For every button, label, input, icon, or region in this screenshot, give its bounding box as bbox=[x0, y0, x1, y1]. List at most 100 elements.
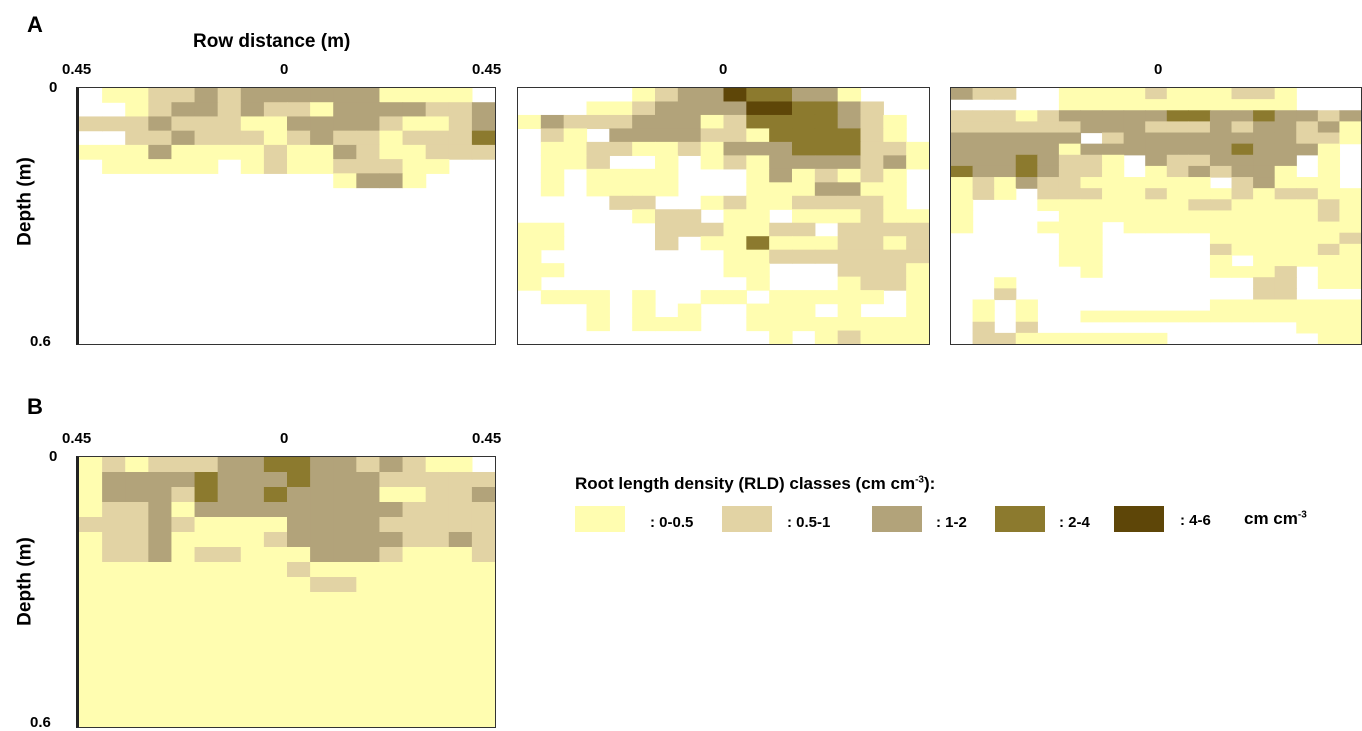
heatmap-cell bbox=[1317, 310, 1341, 323]
heatmap-cell bbox=[655, 141, 679, 156]
heatmap-cell bbox=[1037, 143, 1060, 156]
heatmap-cell bbox=[333, 682, 357, 698]
heatmap-cell bbox=[1209, 199, 1233, 212]
heatmap-cell bbox=[287, 667, 311, 683]
heatmap-cell bbox=[700, 128, 725, 143]
heatmap-cell bbox=[1145, 132, 1168, 145]
heatmap-cell bbox=[1274, 88, 1297, 100]
heatmap-cell bbox=[700, 290, 725, 305]
heatmap-cell bbox=[1166, 99, 1189, 111]
heatmap-cell bbox=[792, 222, 816, 237]
heatmap-cell bbox=[951, 210, 974, 223]
heatmap-cell bbox=[883, 330, 907, 344]
heatmap-cell bbox=[860, 195, 884, 210]
heatmap-cell bbox=[425, 637, 450, 653]
legend-title: Root length density (RLD) classes (cm cm… bbox=[575, 474, 935, 494]
legend-label-3: : 2-4 bbox=[1059, 514, 1090, 531]
heatmap-cell bbox=[425, 592, 450, 608]
legend-swatch-1 bbox=[722, 506, 772, 532]
heatmap-cell bbox=[586, 168, 610, 183]
heatmap-cell bbox=[837, 276, 862, 291]
heatmap-cell bbox=[310, 592, 334, 608]
heatmap-cell bbox=[171, 144, 196, 160]
heatmap-cell bbox=[1080, 188, 1103, 200]
heatmap-cell bbox=[1296, 199, 1319, 212]
heatmap-cell bbox=[837, 330, 862, 344]
heatmap-cell bbox=[1339, 121, 1361, 134]
heatmap-cell bbox=[1188, 210, 1211, 223]
heatmap-cell bbox=[1253, 254, 1276, 267]
heatmap-cell bbox=[814, 101, 839, 116]
heatmap-cell bbox=[632, 317, 656, 332]
heatmap-cell bbox=[1037, 132, 1060, 145]
heatmap-cell bbox=[102, 682, 126, 698]
heatmap-cell bbox=[1296, 188, 1319, 200]
heatmap-cell bbox=[425, 697, 450, 713]
heatmap-cell bbox=[632, 290, 656, 305]
heatmap-cell bbox=[310, 502, 334, 518]
heatmap-cell bbox=[425, 547, 450, 563]
heatmap-cell bbox=[217, 697, 242, 713]
heatmap-cell bbox=[1188, 132, 1211, 145]
heatmap-cell bbox=[1123, 310, 1146, 323]
heatmap-cell bbox=[814, 141, 839, 156]
heatmap-cell bbox=[240, 472, 265, 488]
heatmap-cell bbox=[263, 472, 288, 488]
heatmap-cell bbox=[1209, 88, 1233, 100]
heatmap-cell bbox=[883, 249, 907, 264]
legend-title-main: Root length density (RLD) classes (cm cm bbox=[575, 474, 916, 493]
heatmap-cell bbox=[1145, 188, 1168, 200]
heatmap-cell bbox=[287, 102, 311, 118]
heatmap-cell bbox=[860, 114, 884, 130]
heatmap-cell bbox=[1037, 199, 1060, 212]
heatmap-cell bbox=[402, 130, 427, 146]
heatmap-cell bbox=[1015, 154, 1038, 167]
heatmap-cell bbox=[994, 165, 1017, 178]
a2-x-tick-center: 0 bbox=[719, 61, 728, 78]
heatmap-cell bbox=[148, 517, 173, 533]
heatmap-cell bbox=[1188, 110, 1211, 122]
heatmap-cell bbox=[860, 168, 884, 183]
heatmap-cell bbox=[402, 532, 427, 548]
heatmap-cell bbox=[1188, 99, 1211, 111]
heatmap-cell bbox=[746, 249, 770, 264]
heatmap-cell bbox=[1231, 266, 1254, 278]
heatmap-cell bbox=[1296, 210, 1319, 223]
heatmap-cell bbox=[837, 290, 862, 305]
heatmap-cell bbox=[287, 652, 311, 668]
heatmap-cell bbox=[563, 155, 588, 170]
heatmap-cell bbox=[1037, 154, 1060, 167]
heatmap-cell bbox=[769, 114, 793, 130]
heatmap-cell bbox=[1209, 99, 1233, 111]
heatmap-cell bbox=[402, 173, 427, 189]
heatmap-cell bbox=[1231, 210, 1254, 223]
heatmap-cell bbox=[102, 562, 126, 578]
heatmap-cell bbox=[425, 116, 450, 132]
heatmap-cell bbox=[1058, 232, 1082, 245]
heatmap-cell bbox=[1317, 132, 1341, 145]
heatmap-cell bbox=[79, 532, 103, 548]
heatmap-cell bbox=[883, 195, 907, 210]
heatmap-cell bbox=[310, 607, 334, 623]
heatmap-cell bbox=[677, 88, 702, 103]
heatmap-cell bbox=[1209, 188, 1233, 200]
heatmap-cell bbox=[1209, 310, 1233, 323]
heatmap-cell bbox=[769, 88, 793, 103]
a1-depth-axis-title: Depth (m) bbox=[14, 157, 36, 246]
heatmap-cell bbox=[379, 562, 404, 578]
heatmap-cell bbox=[700, 101, 725, 116]
heatmap-cell bbox=[1037, 165, 1060, 178]
heatmap-cell bbox=[1317, 165, 1341, 178]
heatmap-cell bbox=[79, 652, 103, 668]
heatmap-cell bbox=[263, 144, 288, 160]
heatmap-cell bbox=[402, 622, 427, 638]
heatmap-cell bbox=[746, 303, 770, 318]
heatmap-cell bbox=[769, 195, 793, 210]
heatmap-cell bbox=[906, 303, 929, 318]
heatmap-cell bbox=[1231, 199, 1254, 212]
heatmap-cell bbox=[1274, 299, 1297, 312]
heatmap-cell bbox=[171, 667, 196, 683]
heatmap-cell bbox=[194, 607, 219, 623]
heatmap-cell bbox=[1123, 221, 1146, 234]
heatmap-cell bbox=[1274, 243, 1297, 256]
